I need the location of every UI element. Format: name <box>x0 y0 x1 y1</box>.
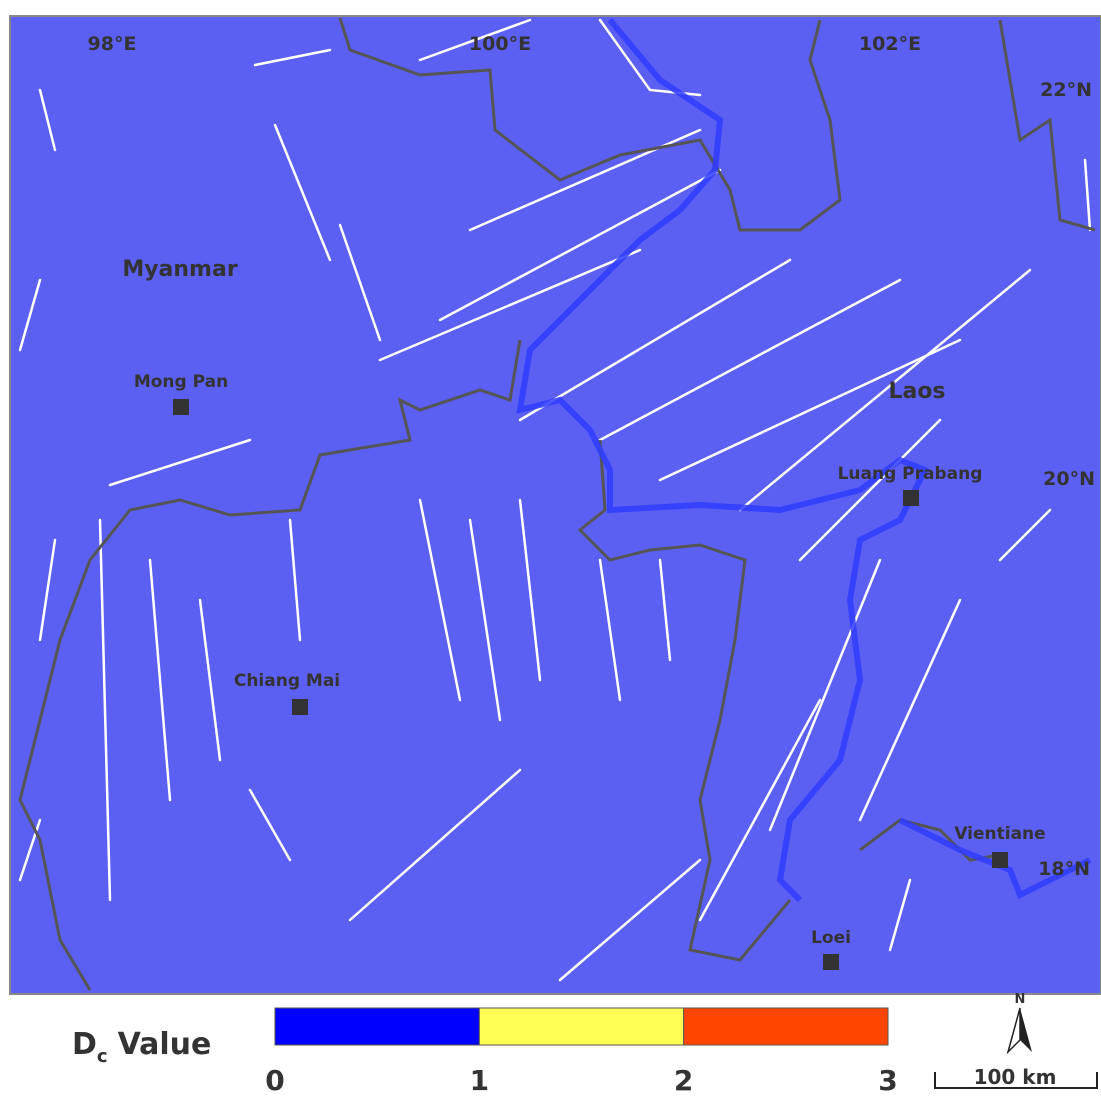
graticule-label: 100°E <box>469 33 531 55</box>
graticule-label: 102°E <box>859 33 921 55</box>
place-marker <box>173 399 189 415</box>
graticule-label: 20°N <box>1043 468 1095 490</box>
region-label: Myanmar <box>122 257 238 282</box>
place-label: Vientiane <box>954 824 1045 844</box>
legend-title-main: D <box>72 1027 97 1062</box>
scale-label: 100 km <box>974 1065 1057 1089</box>
place-marker <box>292 699 308 715</box>
map-figure: 98°E 100°E 102°E 22°N 20°N 18°N Myanmar … <box>0 0 1101 1095</box>
place-marker <box>823 954 839 970</box>
colorbar-tick-label: 1 <box>470 1064 489 1095</box>
place-label: Chiang Mai <box>234 671 340 691</box>
colorbar-segment <box>479 1008 683 1045</box>
colorbar-segment <box>684 1008 888 1045</box>
place-label: Mong Pan <box>134 372 228 392</box>
region-label: Laos <box>888 379 945 404</box>
place-label: Luang Prabang <box>838 464 983 484</box>
legend-title-subscript: c <box>97 1046 108 1067</box>
place-marker <box>992 852 1008 868</box>
colorbar-tick-label: 0 <box>265 1064 284 1095</box>
colorbar-tick-label: 2 <box>674 1064 693 1095</box>
north-label: N <box>1015 992 1026 1007</box>
graticule-label: 22°N <box>1040 79 1092 101</box>
place-marker <box>903 490 919 506</box>
graticule-label: 18°N <box>1038 858 1090 880</box>
legend-title-suffix: Value <box>118 1027 212 1062</box>
colorbar-tick-label: 3 <box>878 1064 897 1095</box>
map-area <box>10 16 1101 994</box>
colorbar-segment <box>275 1008 479 1045</box>
legend-title: Dc Value <box>72 1027 211 1067</box>
graticule-label: 98°E <box>88 33 137 55</box>
place-label: Loei <box>811 928 851 948</box>
